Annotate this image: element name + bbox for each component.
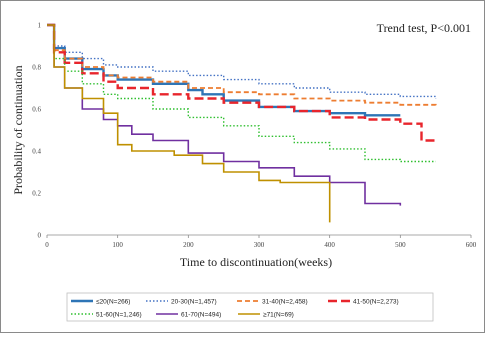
x-tick-label: 300 [254, 241, 265, 249]
series-line [47, 23, 436, 142]
x-axis-label: Time to discontinuation(weeks) [180, 255, 332, 269]
legend: ≤20(N=266) 20-30(N=1,457) 31-40(N=2,458) 41… [71, 298, 399, 318]
legend-box [66, 292, 434, 322]
legend-label: 20-30(N=1,457) [171, 298, 217, 305]
series-line [47, 24, 331, 223]
x-tick-label: 500 [395, 241, 406, 249]
km-chart: Trend test, P<0.001 Probability of conti… [11, 21, 477, 322]
axes-group: 0 100 200 300 400 500 600 0 0.2 0.4 0.6 0.8 1 [32, 22, 477, 250]
y-tick-label: 1 [38, 22, 42, 30]
x-tick-label: 400 [324, 241, 335, 249]
y-tick-label: 0.2 [32, 190, 41, 198]
series-line [47, 24, 437, 99]
series-line [47, 24, 436, 163]
y-tick-label: 0.4 [32, 148, 41, 156]
y-tick-label: 0.8 [32, 64, 41, 72]
x-tick-label: 600 [466, 241, 477, 249]
y-tick-label: 0.6 [32, 106, 41, 114]
legend-label: 41-50(N=2,273) [353, 298, 399, 305]
series-line [47, 24, 402, 206]
x-tick-label: 100 [112, 241, 123, 249]
x-tick-label: 0 [45, 241, 49, 249]
legend-label: 61-70(N=494) [181, 311, 221, 318]
legend-label: ≤20(N=266) [96, 298, 130, 305]
y-axis-label: Probability of continuation [11, 65, 25, 194]
y-tick-label: 0 [38, 232, 42, 240]
x-tick-label: 200 [183, 241, 194, 249]
trend-test-annotation: Trend test, P<0.001 [377, 21, 471, 35]
legend-label: ≥71(N=69) [263, 311, 294, 318]
legend-label: 31-40(N=2,458) [262, 298, 308, 305]
legend-label: 51-60(N=1,246) [96, 311, 142, 318]
series-group [47, 23, 437, 223]
series-line [47, 24, 437, 107]
